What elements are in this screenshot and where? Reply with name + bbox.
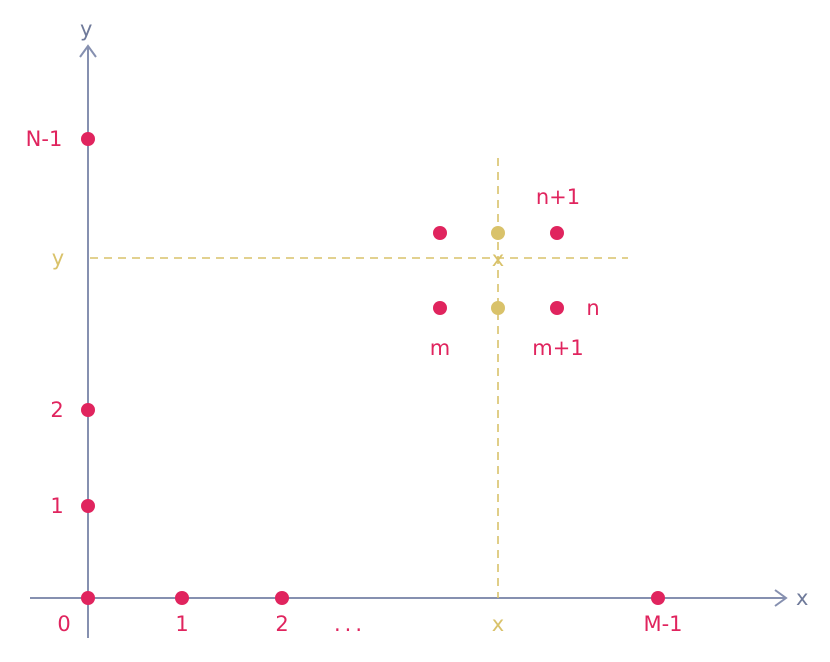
y-point-2 <box>81 403 95 417</box>
label-n: n <box>586 296 599 320</box>
label-m-plus-1: m+1 <box>532 336 583 360</box>
x-tick-1: 1 <box>175 612 188 636</box>
sample-y-label: y <box>52 246 64 270</box>
neighbor-bottom-right <box>550 301 564 315</box>
interp-point-top <box>491 226 505 240</box>
y-point-1 <box>81 499 95 513</box>
x-point-2 <box>275 591 289 605</box>
x-axis-label: x <box>796 586 808 610</box>
neighbor-bottom-left <box>433 301 447 315</box>
x-tick-origin: 0 <box>57 612 70 636</box>
x-tick-2: 2 <box>275 612 288 636</box>
x-point-0 <box>81 591 95 605</box>
x-axis-arrowhead <box>774 589 788 607</box>
sample-intersection-label: x <box>492 247 504 271</box>
y-axis-arrowhead <box>79 44 97 58</box>
y-tick-1: 1 <box>50 494 63 518</box>
y-axis-label: y <box>80 17 92 41</box>
neighbor-top-right <box>550 226 564 240</box>
interp-point-bottom <box>491 301 505 315</box>
neighbor-top-left <box>433 226 447 240</box>
y-tick-2: 2 <box>50 398 63 422</box>
x-tick-last: M-1 <box>643 612 682 636</box>
label-m: m <box>430 336 450 360</box>
x-tick-ellipsis: ... <box>334 612 366 636</box>
x-point-1 <box>175 591 189 605</box>
y-tick-last: N-1 <box>26 127 63 151</box>
y-point-last <box>81 132 95 146</box>
label-n-plus-1: n+1 <box>536 185 580 209</box>
sample-x-label: x <box>492 612 504 636</box>
x-point-last <box>651 591 665 605</box>
